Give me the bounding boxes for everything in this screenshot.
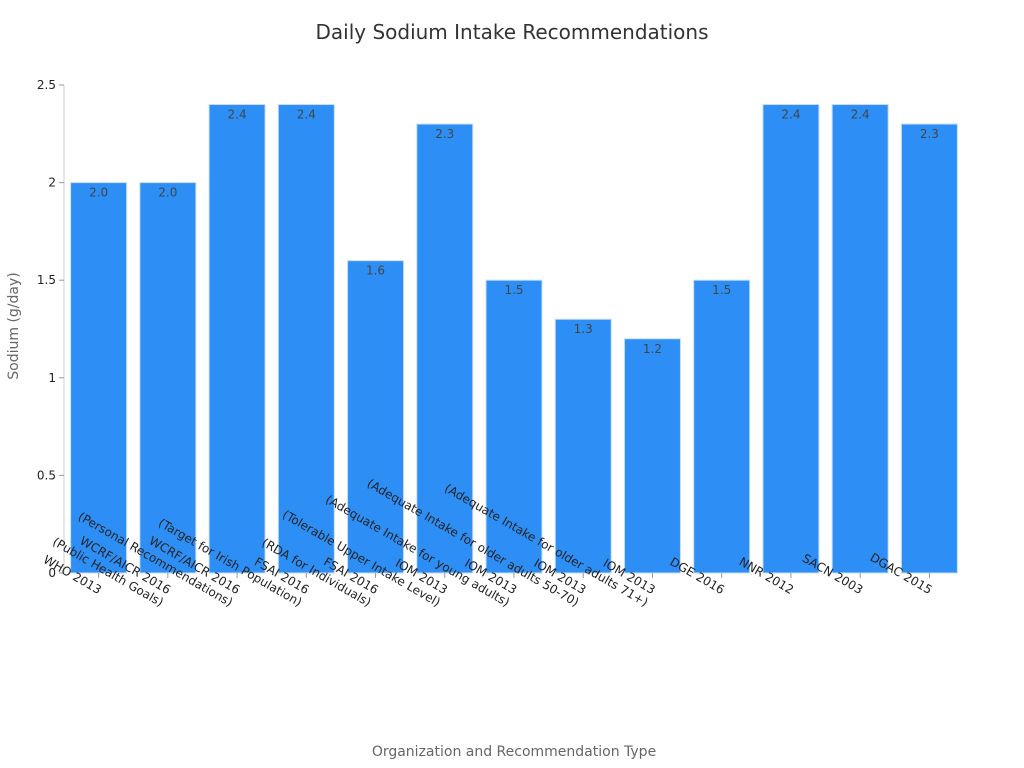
bar-data-label: 2.4 [228, 108, 247, 122]
bar-data-label: 1.2 [643, 342, 662, 356]
bar [70, 182, 128, 574]
bar [762, 104, 820, 574]
x-axis-title: Organization and Recommendation Type [372, 744, 656, 760]
bar [416, 123, 474, 574]
bar-data-label: 2.3 [435, 127, 454, 141]
bar-data-label: 2.4 [851, 108, 870, 122]
bar [208, 104, 266, 574]
bar-data-label: 1.6 [366, 264, 385, 278]
bar-data-label: 1.5 [712, 283, 731, 297]
bar-data-label: 1.3 [574, 322, 593, 336]
y-tick-label: 1.5 [37, 273, 56, 287]
y-axis-title: Sodium (g/day) [6, 272, 22, 379]
bar [139, 182, 197, 574]
y-axis: 0 0.5 1 1.5 2 2.5 [37, 78, 65, 580]
bar [831, 104, 889, 574]
bar-data-label: 2.3 [920, 127, 939, 141]
y-tick-label: 2 [48, 176, 56, 190]
y-tick-label: 0 [48, 566, 56, 580]
y-tick-label: 1 [48, 371, 56, 385]
bar-data-label: 2.0 [89, 186, 108, 200]
bar-data-label: 2.4 [297, 108, 316, 122]
bar [554, 318, 612, 574]
bar [277, 104, 335, 574]
chart-title: Daily Sodium Intake Recommendations [315, 20, 709, 44]
bar [347, 260, 405, 574]
bar [693, 279, 751, 574]
bar-data-label: 2.0 [158, 186, 177, 200]
bar [900, 123, 958, 574]
bar-data-label: 1.5 [504, 283, 523, 297]
bar [623, 338, 681, 574]
bar [485, 279, 543, 574]
bar-data-label: 2.4 [781, 108, 800, 122]
bars: 2.0 2.0 2.4 2.4 1.6 2.3 1.5 1.3 1.2 1.5 2.4 2.4 2.3 [70, 104, 958, 574]
y-tick-label: 0.5 [37, 468, 56, 482]
y-tick-label: 2.5 [37, 78, 56, 92]
